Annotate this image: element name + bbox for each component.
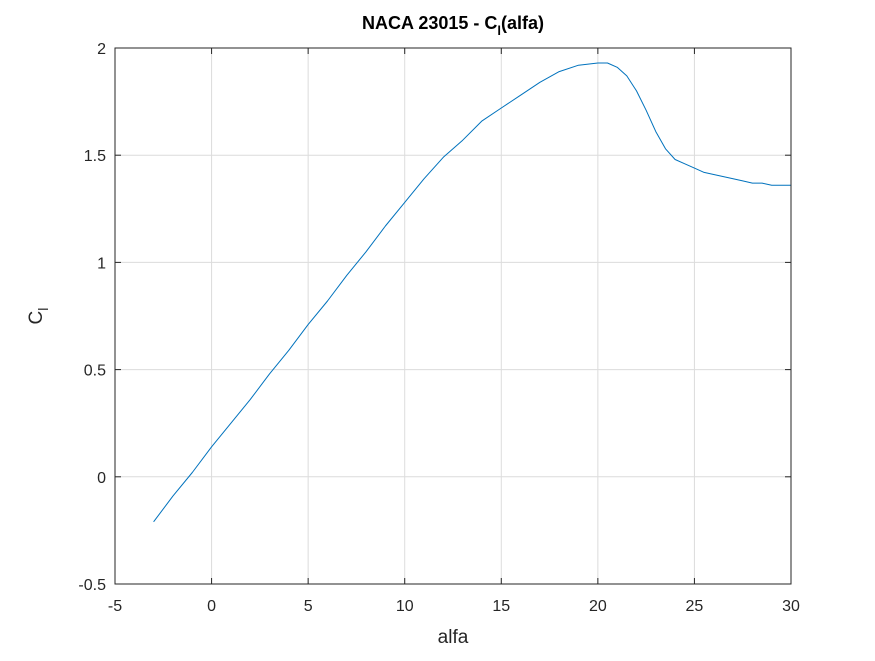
x-tick-label: 5 xyxy=(304,598,313,615)
x-tick-label: 10 xyxy=(396,598,414,615)
grid xyxy=(115,48,791,584)
chart-title-suffix: (alfa) xyxy=(501,13,544,33)
y-axis-label: Cl xyxy=(26,308,51,325)
y-tick-label: 1 xyxy=(97,255,106,272)
x-tick-label: 15 xyxy=(492,598,510,615)
y-tick-label: 0 xyxy=(97,470,106,487)
series-layer xyxy=(153,62,791,523)
y-axis-label-subscript: l xyxy=(35,308,51,311)
y-tick-label: 0.5 xyxy=(84,363,106,380)
y-tick-label: -0.5 xyxy=(78,577,106,594)
x-tick-label: 25 xyxy=(686,598,704,615)
series-line-0 xyxy=(153,62,791,523)
chart-title-prefix: NACA 23015 - C xyxy=(362,13,497,33)
x-axis-label: alfa xyxy=(438,627,469,648)
y-axis-label-base: C xyxy=(26,311,47,325)
axes-frame xyxy=(114,47,792,585)
x-tick-label: -5 xyxy=(108,598,122,615)
x-tick-label: 0 xyxy=(207,598,216,615)
chart-title-subscript: l xyxy=(497,23,501,38)
y-tick-label: 2 xyxy=(97,41,106,58)
y-tick-label: 1.5 xyxy=(84,148,106,165)
ticks: -5 0 5 10 15 20 25 30 -0.5 0 0.5 1 1.5 2 xyxy=(78,41,800,615)
x-tick-label: 30 xyxy=(782,598,800,615)
x-tick-label: 20 xyxy=(589,598,607,615)
chart-title: NACA 23015 - Cl(alfa) xyxy=(362,13,544,38)
